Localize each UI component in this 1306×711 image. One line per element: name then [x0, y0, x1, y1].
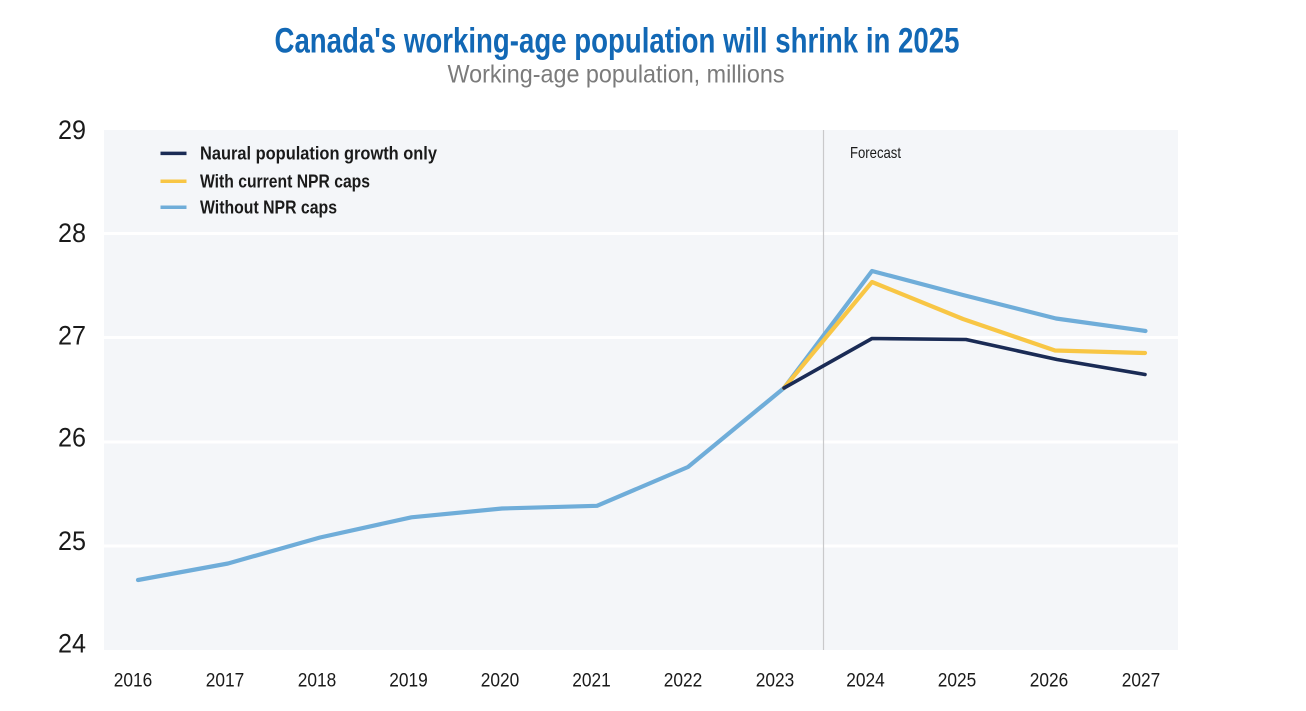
- svg-text:Forecast: Forecast: [850, 145, 901, 162]
- svg-text:Without NPR caps: Without NPR caps: [200, 198, 337, 218]
- svg-text:24: 24: [58, 628, 86, 658]
- svg-text:2016: 2016: [114, 671, 153, 692]
- svg-text:2021: 2021: [572, 671, 611, 692]
- svg-text:27: 27: [58, 320, 86, 350]
- svg-text:2020: 2020: [481, 671, 520, 692]
- svg-text:Canada's working-age populatio: Canada's working-age population will shr…: [275, 22, 960, 61]
- svg-text:26: 26: [58, 422, 86, 452]
- svg-text:2018: 2018: [298, 671, 337, 692]
- svg-text:2017: 2017: [206, 671, 245, 692]
- svg-text:2019: 2019: [389, 671, 428, 692]
- svg-text:28: 28: [58, 218, 86, 248]
- svg-text:2026: 2026: [1030, 671, 1069, 692]
- svg-text:29: 29: [58, 115, 86, 145]
- svg-text:Working-age population, millio: Working-age population, millions: [448, 61, 785, 89]
- svg-text:2022: 2022: [664, 671, 703, 692]
- svg-text:2025: 2025: [938, 671, 977, 692]
- svg-text:25: 25: [58, 526, 86, 556]
- svg-text:With current NPR caps: With current NPR caps: [200, 172, 370, 192]
- svg-text:2023: 2023: [756, 671, 795, 692]
- svg-text:2024: 2024: [846, 671, 885, 692]
- svg-text:2027: 2027: [1122, 671, 1161, 692]
- svg-text:Naural population growth only: Naural population growth only: [200, 143, 437, 163]
